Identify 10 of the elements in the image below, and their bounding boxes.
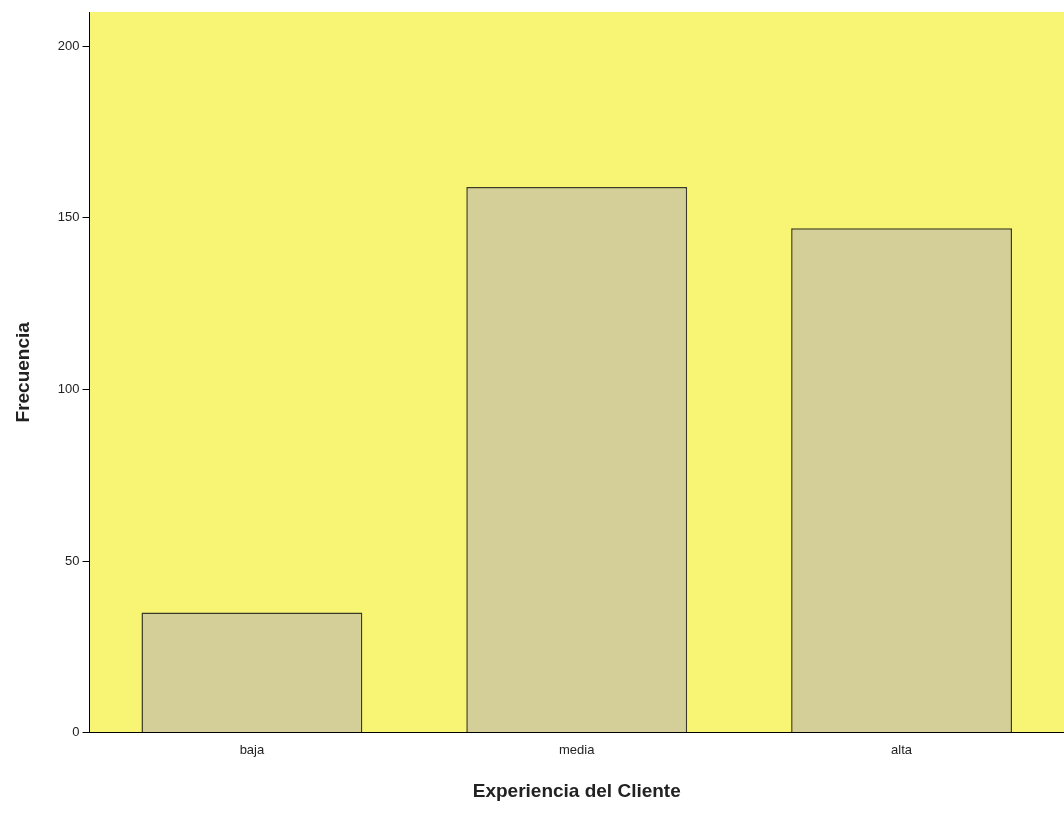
x-tick-label: baja (239, 741, 265, 757)
y-tick-label: 200 (57, 37, 80, 53)
y-axis-title: Frecuencia (11, 321, 33, 423)
y-tick-label: 50 (65, 552, 80, 568)
x-axis-title: Experiencia del Cliente (472, 779, 681, 801)
x-tick-label: alta (891, 741, 913, 757)
y-tick-label: 0 (72, 724, 80, 740)
y-tick-label: 100 (57, 381, 80, 397)
x-tick-label: media (559, 741, 596, 757)
y-tick-label: 150 (57, 209, 80, 225)
